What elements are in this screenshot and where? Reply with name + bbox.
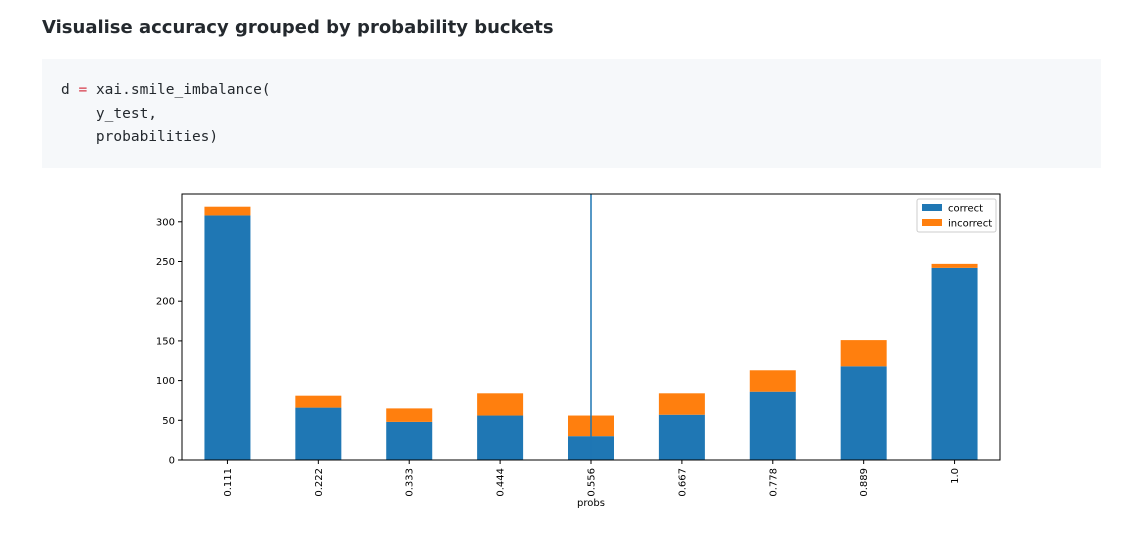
- bar-correct-0.222: [295, 407, 342, 460]
- code-line-2: y_test,: [61, 105, 158, 122]
- x-tick-label: 0.556: [587, 468, 598, 497]
- x-tick-label: 0.111: [223, 468, 234, 497]
- legend-swatch-incorrect: [922, 219, 942, 226]
- legend-label-correct: correct: [948, 204, 983, 215]
- y-tick-label: 0: [169, 456, 175, 467]
- bar-incorrect-0.667: [658, 393, 705, 415]
- x-axis-label: probs: [577, 498, 605, 509]
- y-tick-label: 50: [162, 416, 175, 427]
- legend-label-incorrect: incorrect: [948, 219, 992, 230]
- legend-swatch-correct: [922, 204, 942, 211]
- bar-correct-0.667: [658, 414, 705, 460]
- bar-incorrect-0.333: [386, 408, 433, 422]
- bar-incorrect-0.222: [295, 395, 342, 408]
- x-tick-label: 0.444: [496, 468, 507, 497]
- y-tick-label: 200: [156, 297, 175, 308]
- code-cell[interactable]: d = xai.smile_imbalance( y_test, probabi…: [42, 59, 1101, 168]
- bar-correct-0.889: [840, 366, 887, 460]
- x-tick-label: 1.0: [950, 468, 961, 484]
- x-tick-label: 0.667: [677, 468, 688, 497]
- bar-incorrect-0.111: [204, 206, 251, 216]
- code-var: d: [61, 82, 70, 98]
- bar-correct-0.333: [386, 421, 433, 460]
- x-tick-label: 0.889: [859, 468, 870, 497]
- code-call: xai.smile_imbalance(: [95, 82, 271, 98]
- bar-incorrect-1.0: [931, 263, 978, 268]
- code-line-1: d = xai.smile_imbalance(: [61, 79, 271, 103]
- bar-correct-0.778: [749, 391, 796, 460]
- bar-correct-0.444: [477, 415, 524, 460]
- bar-correct-1.0: [931, 267, 978, 460]
- y-tick-label: 250: [156, 257, 175, 268]
- x-tick-label: 0.222: [314, 468, 325, 497]
- bar-incorrect-0.778: [749, 370, 796, 392]
- bar-incorrect-0.889: [840, 340, 887, 367]
- y-tick-label: 100: [156, 376, 175, 387]
- x-tick-label: 0.333: [405, 468, 416, 497]
- section-heading: Visualise accuracy grouped by probabilit…: [42, 17, 554, 38]
- x-tick-label: 0.778: [768, 468, 779, 497]
- y-tick-label: 300: [156, 217, 175, 228]
- code-text: d = xai.smile_imbalance( y_test, probabi…: [61, 79, 271, 150]
- bar-incorrect-0.444: [477, 393, 524, 416]
- y-tick-label: 150: [156, 336, 175, 347]
- code-operator: =: [78, 82, 88, 98]
- bar-correct-0.111: [204, 215, 251, 460]
- code-line-3: probabilities): [61, 129, 219, 145]
